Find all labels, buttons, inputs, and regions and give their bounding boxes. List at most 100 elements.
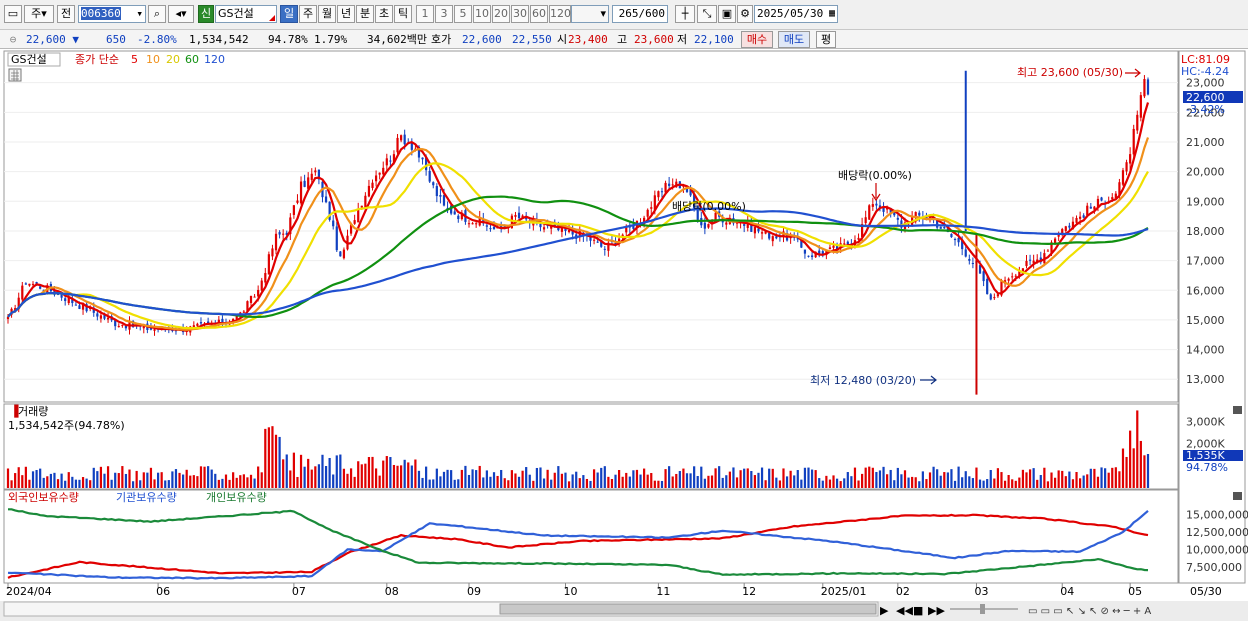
- period-tab-0[interactable]: 일: [280, 5, 298, 23]
- date-field[interactable]: 2025/05/30 ▦: [754, 5, 838, 23]
- buy-button[interactable]: 매수: [741, 31, 773, 48]
- candle-body: [60, 292, 63, 298]
- price-tick-label: 21,000: [1186, 136, 1225, 149]
- save-icon[interactable]: ▣: [718, 5, 736, 23]
- gear-icon[interactable]: ⚙: [737, 5, 753, 23]
- candle-body: [553, 224, 556, 226]
- corner-mark-icon: [269, 15, 275, 21]
- volume-bar: [239, 475, 242, 488]
- code-value: 006360: [81, 7, 121, 20]
- volume-bar: [900, 474, 903, 488]
- speaker-icon[interactable]: ◂▾: [168, 5, 194, 23]
- draw-icon[interactable]: ⤡: [697, 5, 717, 23]
- volume-bar: [232, 472, 235, 488]
- volume-bar: [628, 476, 631, 488]
- x-tick-label: 07: [292, 585, 306, 598]
- holding-tick-label: 12,500,000: [1186, 526, 1248, 539]
- interval-btn-5[interactable]: 5: [454, 5, 472, 23]
- period-tab-3[interactable]: 년: [337, 5, 355, 23]
- volume-bar: [514, 473, 517, 488]
- volume-bar: [342, 468, 346, 488]
- stop-icon[interactable]: ■: [913, 604, 923, 617]
- volume-bar: [271, 426, 274, 488]
- interval-btn-3[interactable]: 3: [435, 5, 453, 23]
- zoom-slider-handle[interactable]: [980, 604, 985, 614]
- period-tab-6[interactable]: 틱: [394, 5, 412, 23]
- candle-body: [442, 195, 446, 206]
- volume-bar: [592, 469, 596, 488]
- eval-button[interactable]: 평: [816, 31, 836, 48]
- interval-btn-1[interactable]: 1: [416, 5, 434, 23]
- table-toggle-icon[interactable]: [8, 68, 22, 82]
- volume-bar: [807, 467, 810, 488]
- candle-body: [1036, 259, 1039, 262]
- stock-name-field[interactable]: GS건설: [215, 5, 277, 23]
- interval-btn-120[interactable]: 120: [549, 5, 571, 23]
- volume-bar: [1143, 455, 1146, 488]
- code-input[interactable]: 006360 ▾: [78, 5, 146, 23]
- volume-close-icon[interactable]: [1233, 406, 1242, 414]
- volume-bar: [550, 479, 553, 488]
- window-menu-icon[interactable]: ▭: [4, 5, 22, 23]
- volume-bar: [199, 466, 203, 488]
- period-tab-5[interactable]: 초: [375, 5, 393, 23]
- volume-bar: [339, 454, 342, 488]
- candle-body: [357, 208, 360, 223]
- volume-bar: [314, 466, 317, 488]
- volume-bar: [771, 468, 774, 488]
- volume-title: 거래량: [18, 405, 48, 418]
- stock-chart[interactable]: 13,000 14,000 15,000 16,000 17,000 18,000 19,0…: [0, 49, 1248, 621]
- scrollbar-thumb[interactable]: [499, 603, 877, 615]
- candle-icon[interactable]: ┼: [675, 5, 695, 23]
- candle-body: [707, 224, 710, 228]
- candle-body: [382, 167, 385, 175]
- candle-body: [31, 283, 35, 285]
- market-select[interactable]: 주▾: [24, 5, 54, 23]
- play-icon[interactable]: ▶: [880, 604, 889, 617]
- interval-btn-30[interactable]: 30: [511, 5, 529, 23]
- x-tick-label: 04: [1060, 585, 1074, 598]
- period-tab-2[interactable]: 월: [318, 5, 336, 23]
- period-tab-4[interactable]: 분: [356, 5, 374, 23]
- volume-bar: [868, 466, 871, 488]
- forward-icon[interactable]: ▶▶: [928, 604, 945, 617]
- holding-close-icon[interactable]: [1233, 492, 1242, 500]
- candle-body: [332, 220, 335, 227]
- candle-body: [74, 304, 78, 306]
- tool-icons[interactable]: ▭ ▭ ▭ ↖ ↘ ↖ ⊘ ↔ ─ + A: [1028, 606, 1151, 617]
- volume-bar: [528, 474, 531, 488]
- volume-bar: [1104, 468, 1107, 488]
- candle-body: [106, 317, 110, 320]
- volume-bar: [156, 472, 160, 488]
- volume-bar: [260, 472, 263, 488]
- search-icon[interactable]: ⌕: [148, 5, 166, 23]
- candle-body: [328, 201, 331, 220]
- count-total: /600: [638, 7, 666, 20]
- candle-body: [542, 227, 546, 230]
- candle-body: [425, 156, 428, 171]
- sell-button[interactable]: 매도: [778, 31, 810, 48]
- volume-bar: [221, 478, 224, 488]
- candle-body: [389, 160, 392, 162]
- interval-btn-20[interactable]: 20: [492, 5, 510, 23]
- rewind-icon[interactable]: ◀◀: [896, 604, 913, 617]
- collapse-icon[interactable]: ⊖: [9, 33, 17, 46]
- interval-btn-60[interactable]: 60: [530, 5, 548, 23]
- interval-select[interactable]: ▾: [571, 5, 609, 23]
- volume-bar: [864, 467, 867, 488]
- volume-bar: [735, 477, 739, 488]
- high-arrow-icon: [1125, 68, 1141, 78]
- interval-btn-10[interactable]: 10: [473, 5, 491, 23]
- volume-bar: [174, 469, 178, 488]
- prev-button[interactable]: 전: [57, 5, 75, 23]
- candle-body: [71, 299, 74, 304]
- dividend-annotation-2: 배당락(0.00%): [838, 169, 912, 182]
- x-tick-label: 11: [656, 585, 670, 598]
- candle-body: [846, 241, 849, 245]
- candle-body: [28, 283, 31, 286]
- period-tab-1[interactable]: 주: [299, 5, 317, 23]
- candle-body: [153, 329, 156, 331]
- vol-pct-tag: 94.78%: [1186, 461, 1228, 474]
- count-field[interactable]: 265/600: [612, 5, 668, 23]
- candle-body: [868, 205, 871, 220]
